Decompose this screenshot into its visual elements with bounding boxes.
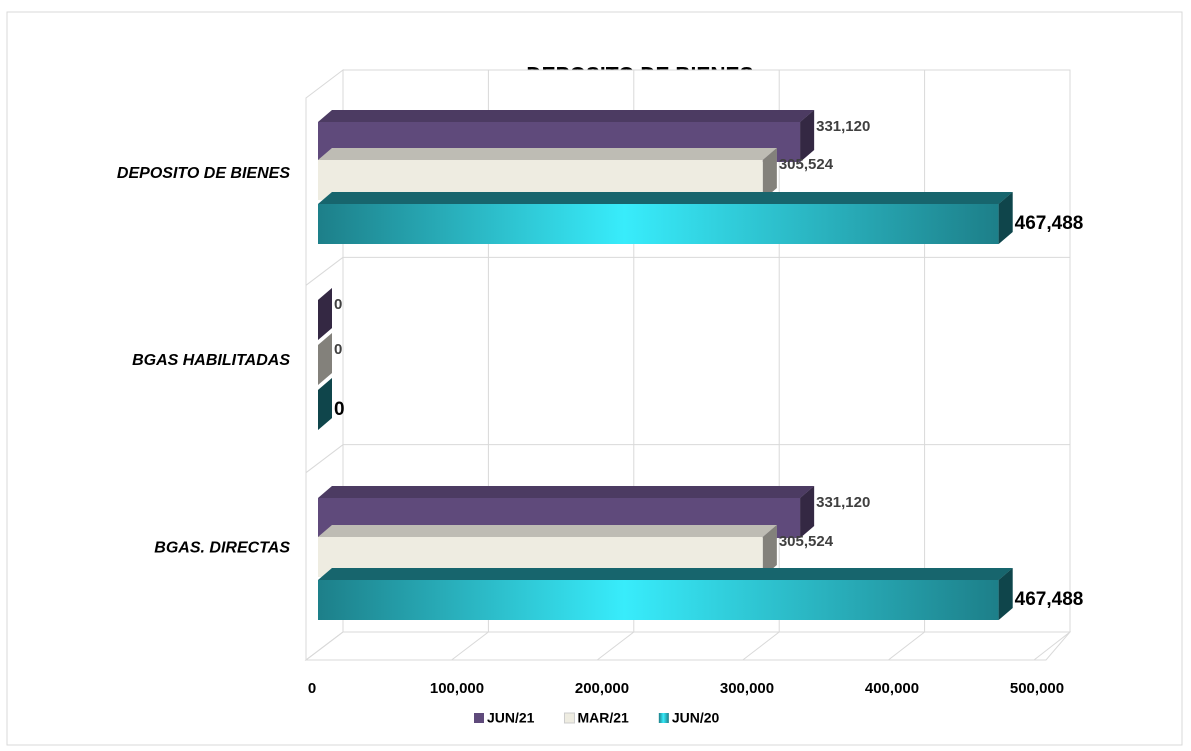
bar-top-shade xyxy=(318,568,1013,580)
bar xyxy=(318,204,999,244)
grid-line xyxy=(451,631,489,661)
data-label: 467,488 xyxy=(1015,589,1084,610)
y-tick-label: DEPOSITO DE BIENES xyxy=(117,165,290,182)
bar-side xyxy=(318,333,332,385)
data-label: 305,524 xyxy=(779,533,834,550)
bar-side-shade xyxy=(318,378,332,430)
bar-side xyxy=(998,568,1013,620)
bar-side-shade xyxy=(800,110,815,162)
bar-side xyxy=(762,525,777,577)
bar-side xyxy=(800,486,815,538)
grid-line xyxy=(1033,631,1071,661)
data-label: 331,120 xyxy=(816,494,870,511)
bar-side-shade xyxy=(762,148,777,200)
bar-side-shade xyxy=(800,486,815,538)
bar-side-shade xyxy=(998,568,1013,620)
bar-top xyxy=(318,148,777,160)
grid-line xyxy=(888,631,925,661)
grid-line xyxy=(742,631,780,661)
legend-marker xyxy=(658,713,669,723)
bar-side-shade xyxy=(318,288,332,340)
data-label: 0 xyxy=(334,341,342,358)
legend-label: JUN/20 xyxy=(672,710,720,726)
bar-top-shade xyxy=(318,110,815,122)
data-label: 467,488 xyxy=(1015,213,1084,234)
x-tick-label: 400,000 xyxy=(865,680,919,697)
bar-top xyxy=(318,568,1013,580)
x-tick-label: 200,000 xyxy=(575,680,629,697)
bar-side xyxy=(318,378,332,430)
bar-side xyxy=(800,110,815,162)
grid-line xyxy=(596,631,635,661)
bar-top xyxy=(318,110,815,122)
legend-marker xyxy=(474,713,484,723)
data-label: 0 xyxy=(334,296,342,313)
bar-top-shade xyxy=(318,486,815,498)
bar xyxy=(318,580,999,620)
category-separator xyxy=(305,256,344,286)
bar-side-shade xyxy=(998,192,1013,244)
bar-top xyxy=(318,192,1013,204)
y-tick-label: BGAS HABILITADAS xyxy=(132,352,290,369)
bar-side-shade xyxy=(318,333,332,385)
bar-side-shade xyxy=(762,525,777,577)
x-tick-label: 300,000 xyxy=(720,680,774,697)
category-separator xyxy=(305,444,344,474)
bar-top xyxy=(318,525,777,537)
bar-top-shade xyxy=(318,192,1013,204)
data-label: 0 xyxy=(334,399,345,420)
data-label: 305,524 xyxy=(779,156,834,173)
x-tick-label: 0 xyxy=(308,680,316,697)
x-tick-label: 100,000 xyxy=(430,680,484,697)
bar-side xyxy=(998,192,1013,244)
bar-top xyxy=(318,486,815,498)
data-label: 331,120 xyxy=(816,118,870,135)
bar-side xyxy=(762,148,777,200)
bar-side xyxy=(318,288,332,340)
legend-label: MAR/21 xyxy=(577,710,629,726)
y-tick-label: BGAS. DIRECTAS xyxy=(154,540,290,557)
floor xyxy=(304,631,1072,661)
grid-line xyxy=(305,631,344,661)
x-tick-label: 500,000 xyxy=(1010,680,1064,697)
legend-label: JUN/21 xyxy=(487,710,535,726)
bar-top-shade xyxy=(318,148,777,160)
legend-marker xyxy=(563,712,575,724)
bar-top-shade xyxy=(318,525,777,537)
